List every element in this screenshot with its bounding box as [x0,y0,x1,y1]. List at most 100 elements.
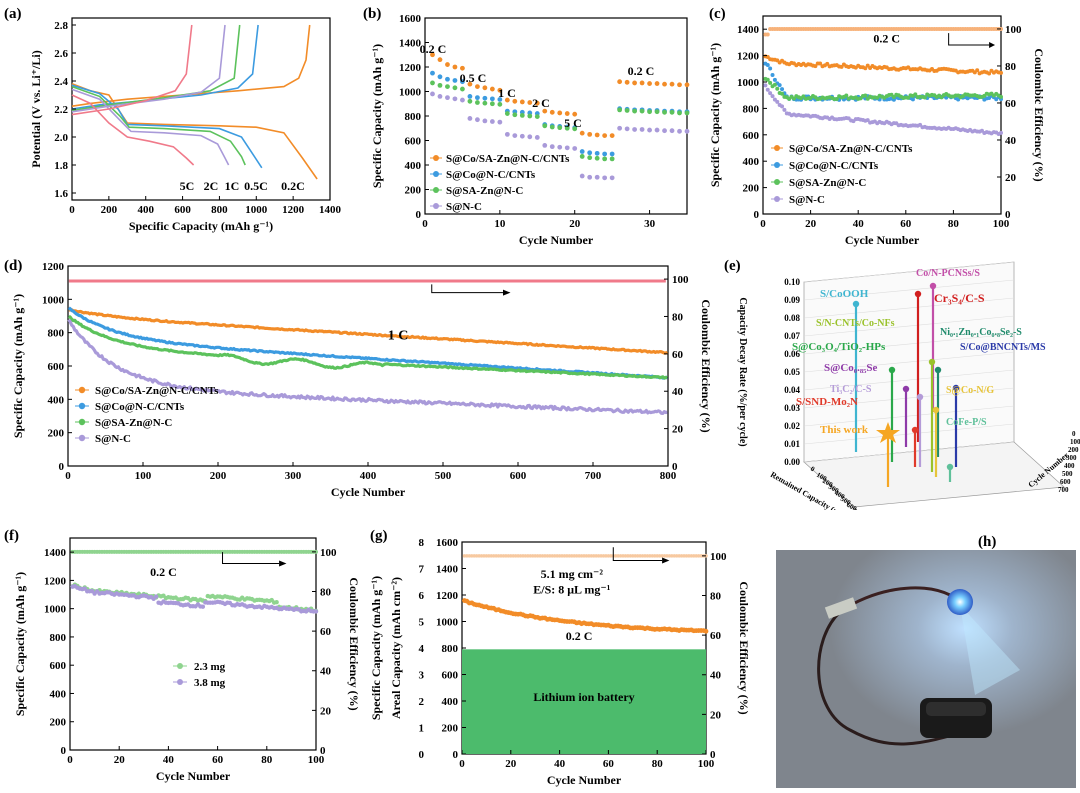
b-point-2 [609,156,615,162]
b-point-3 [669,128,675,134]
b-point-0 [579,130,585,136]
star-icon [876,422,900,443]
f-frame [69,537,317,751]
g-y3tick-label: 2 [419,696,425,708]
b-point-3 [579,173,585,179]
e-ytick-label: 0 [1072,430,1076,438]
b-point-0 [445,62,450,67]
b-point-3 [467,116,473,121]
a-series-0.2C-discharge [71,83,318,180]
g-ytick-label: 1200 [436,590,459,602]
b-point-0 [632,80,637,86]
c-point-1 [780,87,785,92]
f-ytick-label: 200 [50,717,67,729]
e-ytick-label: 400 [1064,462,1075,470]
e-gridline [803,297,1015,319]
b-point-0 [602,133,608,139]
b-point-2 [512,112,518,118]
b-ytick-label: 1400 [399,38,422,50]
b-point-1 [594,150,600,156]
panel-b-label: (b) [363,6,381,22]
d-y2tick-label: 80 [672,311,684,323]
e-work-label: S@Co-N/G [946,385,994,396]
a-xtick-label: 400 [137,204,154,216]
f-ytick-label: 0 [61,745,67,757]
a-ytick-label: 2.0 [54,132,68,144]
panel-d-label: (d) [4,258,22,274]
a-series-0.5C-charge [71,24,259,110]
d-rate-label: 1 C [388,328,409,343]
e-stem-marker [928,358,936,366]
e-gridline [803,315,1015,337]
photo-background [776,550,1076,788]
b-point-1 [497,97,503,102]
f-point-1 [200,604,206,609]
b-point-1 [489,96,495,102]
b-point-3 [527,134,533,140]
b-point-2 [482,100,488,106]
e-gridline [803,351,1015,373]
b-point-2 [557,125,563,131]
b-point-2 [504,111,510,116]
d-xtick-label: 500 [435,470,452,482]
b-point-2 [684,110,690,116]
b-point-1 [482,95,488,101]
panel-c-label: (c) [709,6,726,22]
b-point-1 [437,74,443,80]
g-y2tick-label: 80 [710,590,722,602]
b-point-2 [519,112,525,118]
a-ytick-label: 2.2 [54,104,68,116]
b-point-3 [609,175,615,181]
c-point-2 [775,86,780,91]
e-xtick-label: 600 [845,501,859,510]
b-xtick-label: 10 [494,218,506,230]
b-ytick-label: 1600 [399,13,422,25]
e-stem-marker [911,426,919,434]
b-point-1 [430,70,435,76]
e-gridline [803,333,1015,355]
b-rate-label: 2 C [532,96,550,110]
b-point-0 [557,110,563,116]
panel-a: (a) 5C 2C 1C 0.5C 0.2C 0 200 400 600 800 1000 1200 1… [4,6,342,233]
b-point-0 [482,85,488,91]
c-point-2 [768,80,773,85]
c-point-1 [768,66,773,71]
g-xtick-label: 100 [698,758,715,770]
b-point-3 [519,133,525,139]
d-ytick-label: 1000 [42,294,65,306]
g-y2tick-label: 40 [710,670,722,682]
d-xtick-label: 200 [210,470,227,482]
g-xtick-label: 0 [459,758,465,770]
d-ytick-label: 1200 [42,261,65,273]
e-work-label: S/N-CNTs/Co-NFs [816,318,895,329]
b-point-0 [654,81,660,86]
c-point-0 [825,61,830,66]
c-ytick-label: 400 [743,156,760,168]
b-point-3 [549,144,555,150]
b-point-2 [617,107,623,113]
d-xtick-label: 400 [360,470,377,482]
e-stem-marker [888,366,896,374]
d-legend-text: S@SA-Zn@N-C [95,417,172,429]
c-point-2 [922,95,927,100]
g-battery-box [462,649,706,754]
b-point-0 [609,133,615,139]
b-legend-text: S@Co@N-C/CNTs [446,169,536,181]
a-series-2C-charge [71,24,226,113]
c-y2tick-label: 40 [1005,135,1017,147]
e-stem-marker [952,384,960,392]
g-y3tick-label: 6 [419,590,425,602]
b-point-3 [684,128,690,134]
c-point-0 [987,71,992,76]
d-xlabel: Cycle Number [331,485,406,499]
d-xtick-label: 600 [510,470,527,482]
b-point-3 [460,97,465,103]
a-xlabel: Specific Capacity (mAh g⁻¹) [129,219,273,233]
b-point-0 [519,99,525,105]
b-point-0 [587,131,593,137]
b-point-2 [542,123,548,129]
e-work-label: S@Co₀.₈₅Se [824,362,878,374]
b-point-3 [489,119,495,124]
f-point-0 [274,600,279,605]
b-point-2 [602,156,608,162]
